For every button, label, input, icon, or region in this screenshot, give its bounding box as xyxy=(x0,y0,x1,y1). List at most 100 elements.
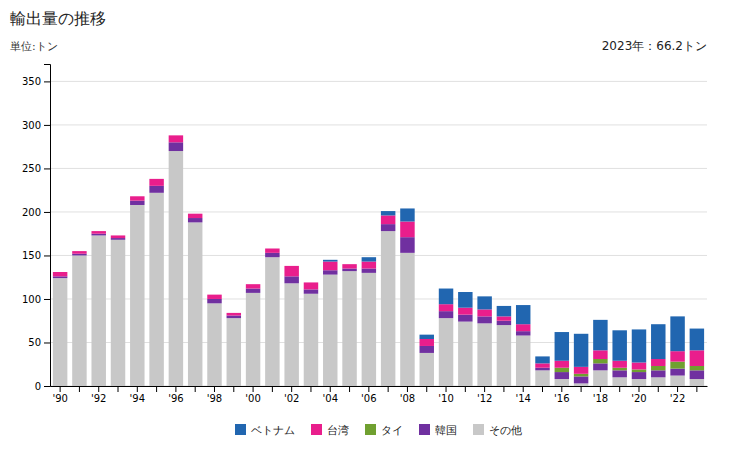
bar xyxy=(497,325,511,386)
bar xyxy=(246,289,260,293)
x-tick-label: '20 xyxy=(631,393,646,404)
y-tick: 50 xyxy=(28,337,50,348)
y-tick-mark xyxy=(44,386,50,387)
bar xyxy=(516,331,530,335)
bar xyxy=(535,368,549,371)
bar xyxy=(651,366,665,370)
y-axis-title: 単位:トン xyxy=(10,40,58,53)
x-tick-label: '96 xyxy=(168,393,183,404)
bar xyxy=(111,235,125,238)
bar xyxy=(72,251,86,252)
bar xyxy=(284,266,298,276)
bar xyxy=(246,284,260,288)
x-tick: '16 xyxy=(554,386,569,404)
bar xyxy=(72,254,86,256)
bar xyxy=(555,368,569,372)
legend-item: その他 xyxy=(473,424,522,437)
chart-svg: '90'92'94'96'98'00'02'04'06'08'10'12'14'… xyxy=(0,0,729,450)
x-tick-label: '04 xyxy=(323,393,338,404)
bar-series xyxy=(53,135,704,373)
x-tick xyxy=(658,386,659,392)
bar xyxy=(304,282,318,283)
x-tick-mark xyxy=(446,386,447,392)
bar xyxy=(91,235,105,386)
chart-container: '90'92'94'96'98'00'02'04'06'08'10'12'14'… xyxy=(0,0,729,450)
bar xyxy=(207,295,221,299)
x-tick: '90 xyxy=(52,386,67,404)
bar xyxy=(612,368,626,371)
bar xyxy=(265,248,279,252)
x-tick-label: '02 xyxy=(284,393,299,404)
x-tick: '20 xyxy=(631,386,646,404)
x-tick-mark xyxy=(696,386,697,392)
bar xyxy=(690,370,704,379)
legend-label: 台湾 xyxy=(327,424,349,437)
bar xyxy=(53,278,67,386)
bar xyxy=(535,363,549,367)
grid-line xyxy=(50,342,707,343)
bar xyxy=(362,273,376,386)
bar xyxy=(91,231,105,234)
x-tick xyxy=(156,386,157,392)
bar xyxy=(188,214,202,218)
x-tick-label: '98 xyxy=(207,393,222,404)
bar xyxy=(420,353,434,386)
bar xyxy=(381,224,395,231)
bars xyxy=(53,135,704,386)
bar xyxy=(400,208,414,221)
bar xyxy=(497,306,511,316)
legend-item: タイ xyxy=(365,424,403,437)
bar xyxy=(439,304,453,311)
y-axis-line xyxy=(44,65,51,387)
bar xyxy=(555,372,569,379)
bar xyxy=(265,253,279,257)
bar xyxy=(670,351,684,361)
x-tick-mark xyxy=(503,386,504,392)
bar xyxy=(593,359,607,363)
bar xyxy=(130,196,144,200)
bar xyxy=(111,238,125,240)
bar xyxy=(670,316,684,351)
legend-item: 韓国 xyxy=(419,424,457,437)
bar xyxy=(439,318,453,386)
bar xyxy=(555,361,569,368)
y-tick-label: 250 xyxy=(22,163,41,174)
bar xyxy=(632,363,646,370)
x-tick-label: '14 xyxy=(515,393,530,404)
bar xyxy=(420,335,434,339)
x-tick xyxy=(233,386,234,392)
bar xyxy=(651,377,665,386)
bar xyxy=(111,235,125,236)
bar xyxy=(207,299,221,303)
x-tick xyxy=(195,386,196,392)
x-tick-mark xyxy=(465,386,466,392)
x-tick: '06 xyxy=(361,386,376,404)
x-tick xyxy=(272,386,273,392)
bar-series xyxy=(53,151,704,386)
y-tick-mark xyxy=(44,255,50,256)
bar xyxy=(516,305,530,324)
bar xyxy=(535,370,549,386)
bar xyxy=(612,377,626,386)
bar xyxy=(188,222,202,386)
y-tick: 250 xyxy=(22,163,50,174)
legend-swatch xyxy=(473,424,484,435)
bar xyxy=(323,270,337,274)
bar xyxy=(227,312,241,313)
bar xyxy=(593,320,607,350)
x-tick-label: '12 xyxy=(477,393,492,404)
x-axis: '90'92'94'96'98'00'02'04'06'08'10'12'14'… xyxy=(51,386,708,404)
bar xyxy=(362,269,376,273)
bar xyxy=(72,251,86,254)
bar xyxy=(516,336,530,386)
bar xyxy=(574,383,588,386)
bar xyxy=(632,369,646,372)
bar xyxy=(439,289,453,305)
y-tick-mark xyxy=(44,125,50,126)
x-tick-mark xyxy=(118,386,119,392)
bar xyxy=(91,234,105,236)
x-tick xyxy=(426,386,427,392)
bar xyxy=(458,315,472,322)
y-tick: 0 xyxy=(35,381,50,392)
y-tick-mark xyxy=(44,168,50,169)
